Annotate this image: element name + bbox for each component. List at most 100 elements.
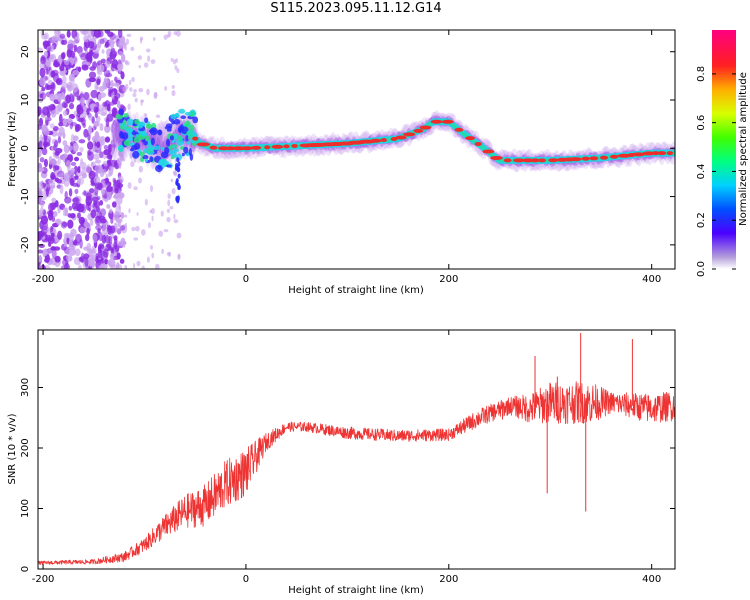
noise-speckle [45,68,49,75]
spectrogram-x-label: Height of straight line (km) [288,285,424,296]
turbulent-blob [172,145,176,149]
noise-speckle [163,228,169,233]
noise-speckle [171,84,175,89]
noise-speckle [106,159,111,165]
ridge-halo-inner [111,119,117,142]
noise-speckle [138,165,143,173]
noise-speckle [172,59,177,65]
noise-speckle [157,141,161,147]
noise-speckle [150,207,156,215]
noise-speckle [38,140,43,150]
figure-title: S115.2023.095.11.12.G14 [270,1,442,16]
ridge-peak [291,143,298,148]
noise-speckle [62,258,69,266]
noise-speckle [153,92,158,100]
turbulent-blob [158,129,162,136]
noise-speckle [70,133,75,144]
noise-speckle [43,140,48,149]
noise-speckle [104,41,109,48]
turbulent-blob [141,132,148,137]
ridge-peak [369,138,382,143]
spectrogram-y-tick-label: 20 [20,45,31,58]
noise-speckle [49,181,56,188]
noise-speckle [97,64,105,73]
noise-speckle [60,53,66,60]
noise-speckle [136,260,141,267]
turbulent-blob [164,146,170,154]
turbulent-blob [147,145,155,152]
noise-speckle [99,218,107,224]
noise-speckle [99,200,104,206]
noise-speckle [57,170,65,178]
noise-speckle [116,100,121,109]
noise-speckle [133,263,136,269]
noise-speckle [134,225,140,232]
noise-speckle [174,65,178,71]
turbulent-blob [117,144,125,152]
noise-speckle [141,265,145,269]
noise-speckle [139,37,143,44]
noise-speckle [80,52,88,61]
noise-speckle [151,215,154,222]
snr-y-tick-label: 100 [20,499,31,518]
ridge-peak [474,141,482,146]
noise-speckle [69,102,75,110]
noise-speckle [92,61,98,69]
noise-speckle [53,202,57,208]
noise-speckle [117,30,123,39]
ridge-peak [522,158,534,163]
noise-speckle [53,144,58,151]
noise-speckle [40,56,47,65]
noise-speckle [163,34,168,40]
turbulent-blob [133,136,141,143]
noise-speckle [54,150,60,156]
snr-y-label: SNR (10 * v/v) [7,413,18,484]
turbulent-blob [132,150,140,159]
ridge-peak [631,152,646,157]
noise-speckle [81,172,87,179]
noise-speckle [140,229,146,236]
noise-speckle [147,222,152,229]
noise-speckle [79,238,83,249]
turbulent-blob [149,127,158,136]
turbulent-blob [166,164,172,168]
noise-speckle [64,60,70,66]
noise-speckle [107,86,114,94]
noise-speckle [54,165,60,171]
noise-speckle [88,77,96,83]
noise-speckle [68,244,76,251]
noise-speckle [130,161,135,168]
snr-x-label: Height of straight line (km) [288,585,424,596]
noise-speckle [88,125,92,135]
noise-speckle [53,246,61,251]
noise-speckle [59,184,64,195]
noise-speckle [54,105,60,115]
spectrogram-y-tick-label: 0 [20,145,31,151]
noise-speckle [134,97,138,103]
snr-x-tick-label: 400 [642,574,661,585]
noise-speckle [86,164,91,174]
turbulent-blob [188,148,192,156]
noise-speckle [40,215,49,225]
noise-speckle [113,194,119,199]
noise-speckle [50,174,56,180]
noise-speckle [133,89,137,94]
noise-speckle [113,235,118,241]
noise-speckle [67,84,73,92]
colorbar-tick-label: 0.8 [696,66,707,82]
noise-speckle [149,245,153,250]
noise-speckle [117,264,123,269]
noise-speckle [104,136,111,143]
noise-speckle [80,252,85,261]
noise-speckle [118,204,121,210]
noise-speckle [72,70,80,76]
noise-speckle [70,122,78,127]
noise-speckle [61,264,69,269]
noise-speckle [94,49,100,54]
noise-speckle [49,93,55,102]
ridge-peak [569,157,582,162]
noise-speckle [95,211,99,217]
ridge-peak [264,145,271,150]
noise-speckle [95,224,103,231]
noise-speckle [151,252,155,259]
